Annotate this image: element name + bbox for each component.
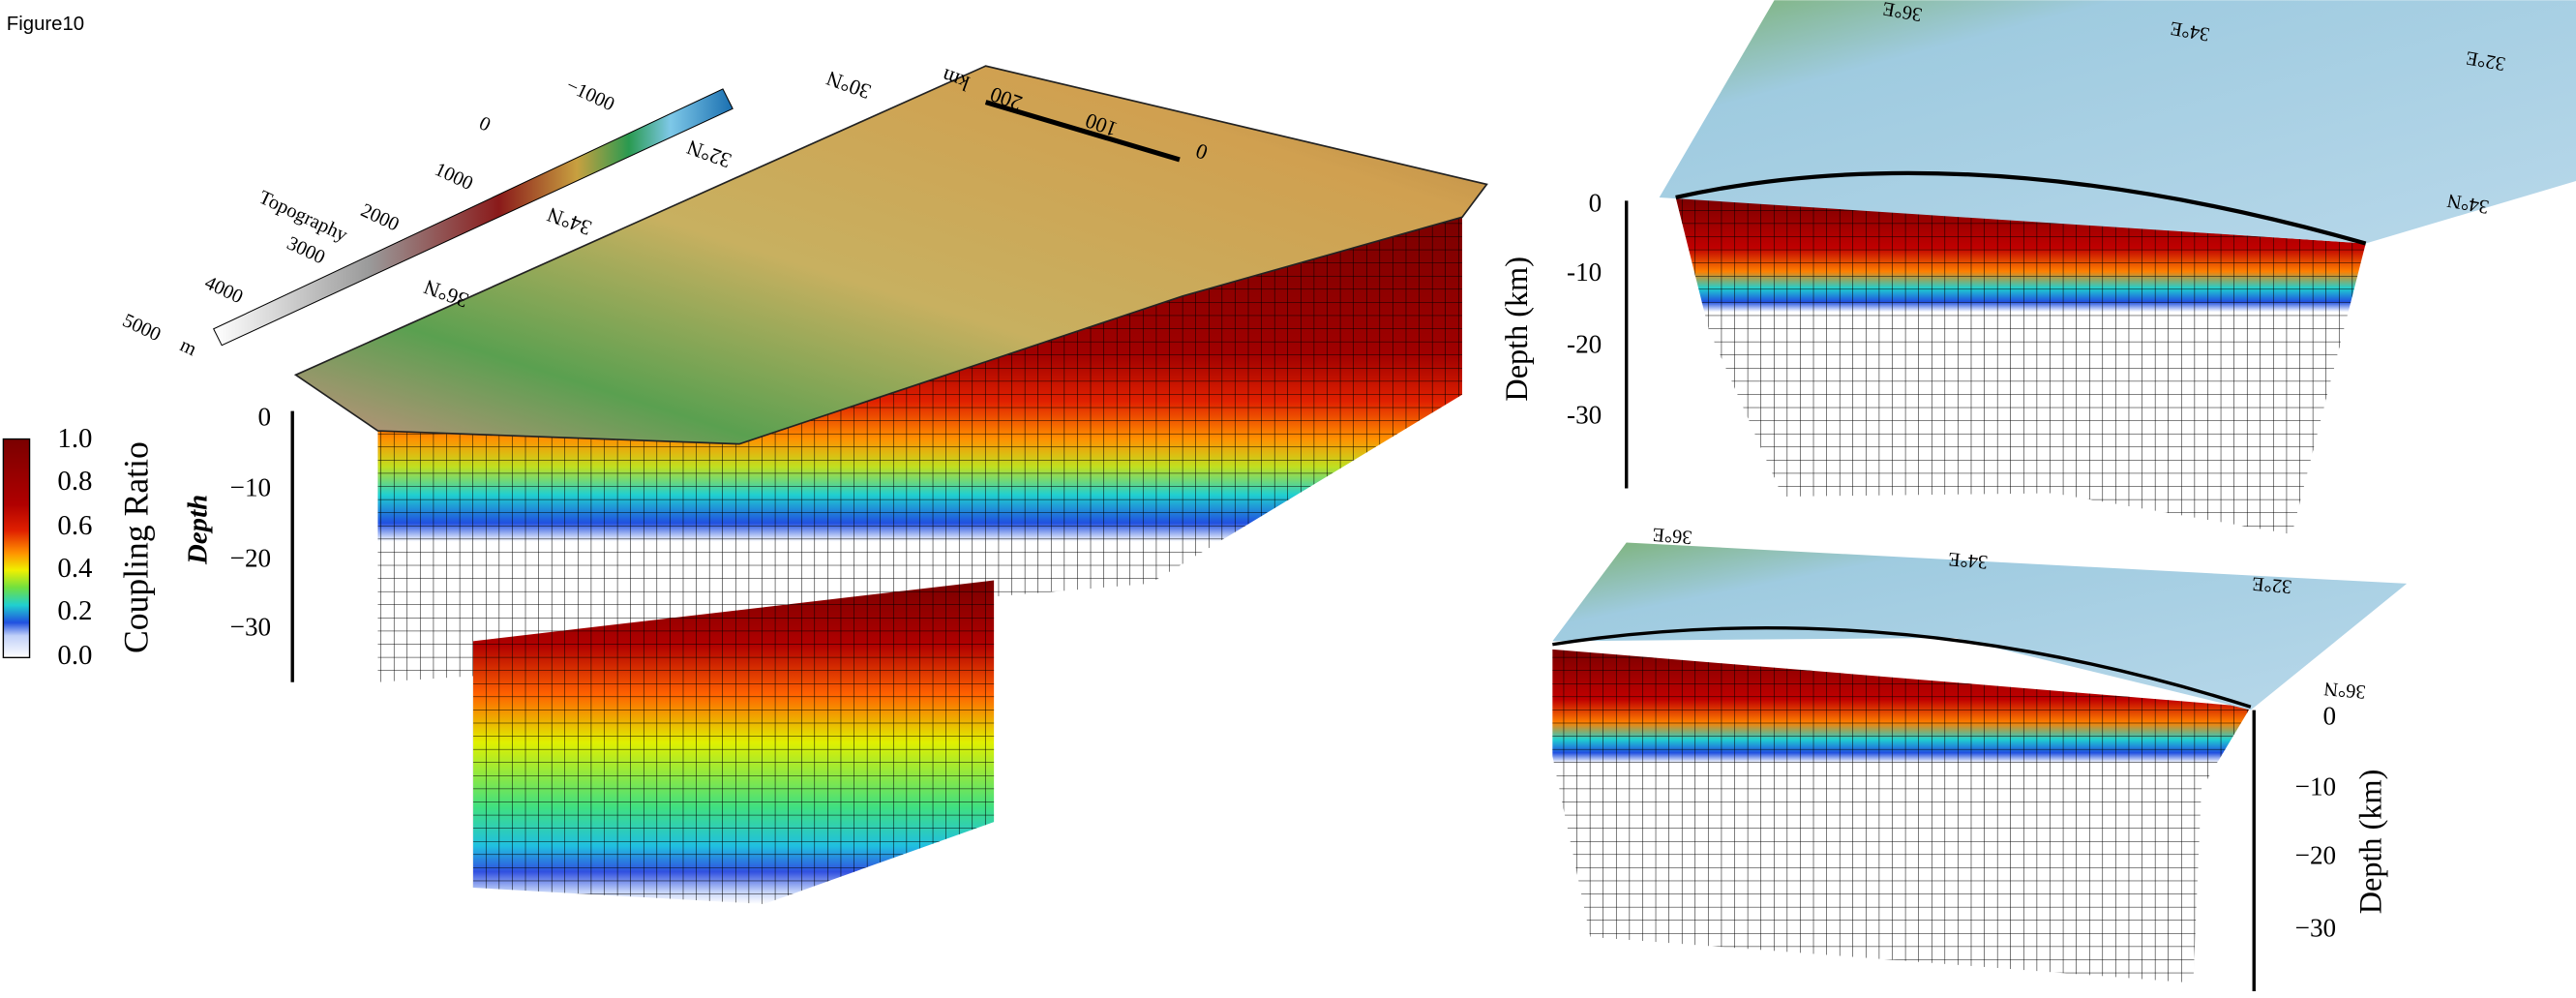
tick-label: 0.6: [57, 510, 92, 541]
bottom-right-view: 0 −10 −20 −30 Depth (km) 36°E 34°E 32°E …: [1552, 523, 2407, 990]
depth-label: Depth (km): [1499, 257, 1534, 402]
depth-tick-label: −10: [2295, 771, 2336, 801]
tick-label: 0: [476, 112, 494, 136]
fault-mesh: [1552, 650, 2251, 983]
tick-label: 1000: [432, 159, 476, 195]
depth-tick-label: 0: [258, 402, 272, 431]
figure-label: Figure10: [7, 14, 84, 35]
longitude-label: 34°E: [1947, 548, 1989, 572]
tick-label: 4000: [201, 272, 246, 308]
latitude-label: 36°N: [2322, 678, 2366, 703]
colorbar-title: Coupling Ratio: [116, 441, 155, 653]
latitude-label: 30°N: [824, 66, 875, 105]
colorbar-ticks: 1.0 0.8 0.6 0.4 0.2 0.0: [57, 423, 92, 671]
depth-tick-label: -20: [1567, 330, 1602, 359]
top-right-view: 0 -10 -20 -30 Depth (km) 36°E 34°E 32°E …: [1499, 0, 2576, 534]
tick-label: 5000: [119, 310, 164, 346]
main-view: 0 −10 −20 −30 Depth 30°N 32°N 34°N 36°N …: [183, 64, 1487, 904]
latitude-label: 34°N: [544, 202, 595, 241]
longitude-label: 36°E: [1652, 523, 1693, 547]
tick-label: 1.0: [57, 423, 92, 454]
depth-tick-label: −30: [2295, 913, 2336, 942]
depth-tick-label: −30: [230, 613, 271, 642]
depth-label: Depth (km): [2353, 770, 2388, 915]
depth-tick-label: -10: [1567, 257, 1602, 287]
figure: Figure10 1.0 0.8 0.6 0.4 0.2 0.0 Couplin…: [0, 0, 2576, 998]
depth-label: Depth: [183, 495, 214, 565]
tick-label: 0.2: [57, 595, 92, 626]
tick-label: 2000: [357, 199, 402, 235]
tick-label: 0.8: [57, 466, 92, 497]
topo-unit: m: [177, 335, 200, 361]
depth-tick-label: −20: [2295, 841, 2336, 870]
depth-tick-label: −10: [230, 472, 271, 501]
fault-mesh: [1676, 197, 2366, 534]
depth-tick-label: −20: [230, 543, 271, 572]
tick-label: 3000: [284, 232, 328, 268]
latitude-label: 32°N: [683, 135, 734, 173]
tick-label: −1000: [563, 75, 618, 115]
longitude-label: 32°E: [2251, 572, 2292, 596]
tick-label: 0.0: [57, 640, 92, 671]
depth-tick-label: 0: [2323, 701, 2337, 730]
depth-tick-label: 0: [1589, 189, 1603, 218]
colorbar: [3, 439, 29, 658]
tick-label: 0.4: [57, 553, 92, 584]
depth-tick-label: -30: [1567, 401, 1602, 430]
